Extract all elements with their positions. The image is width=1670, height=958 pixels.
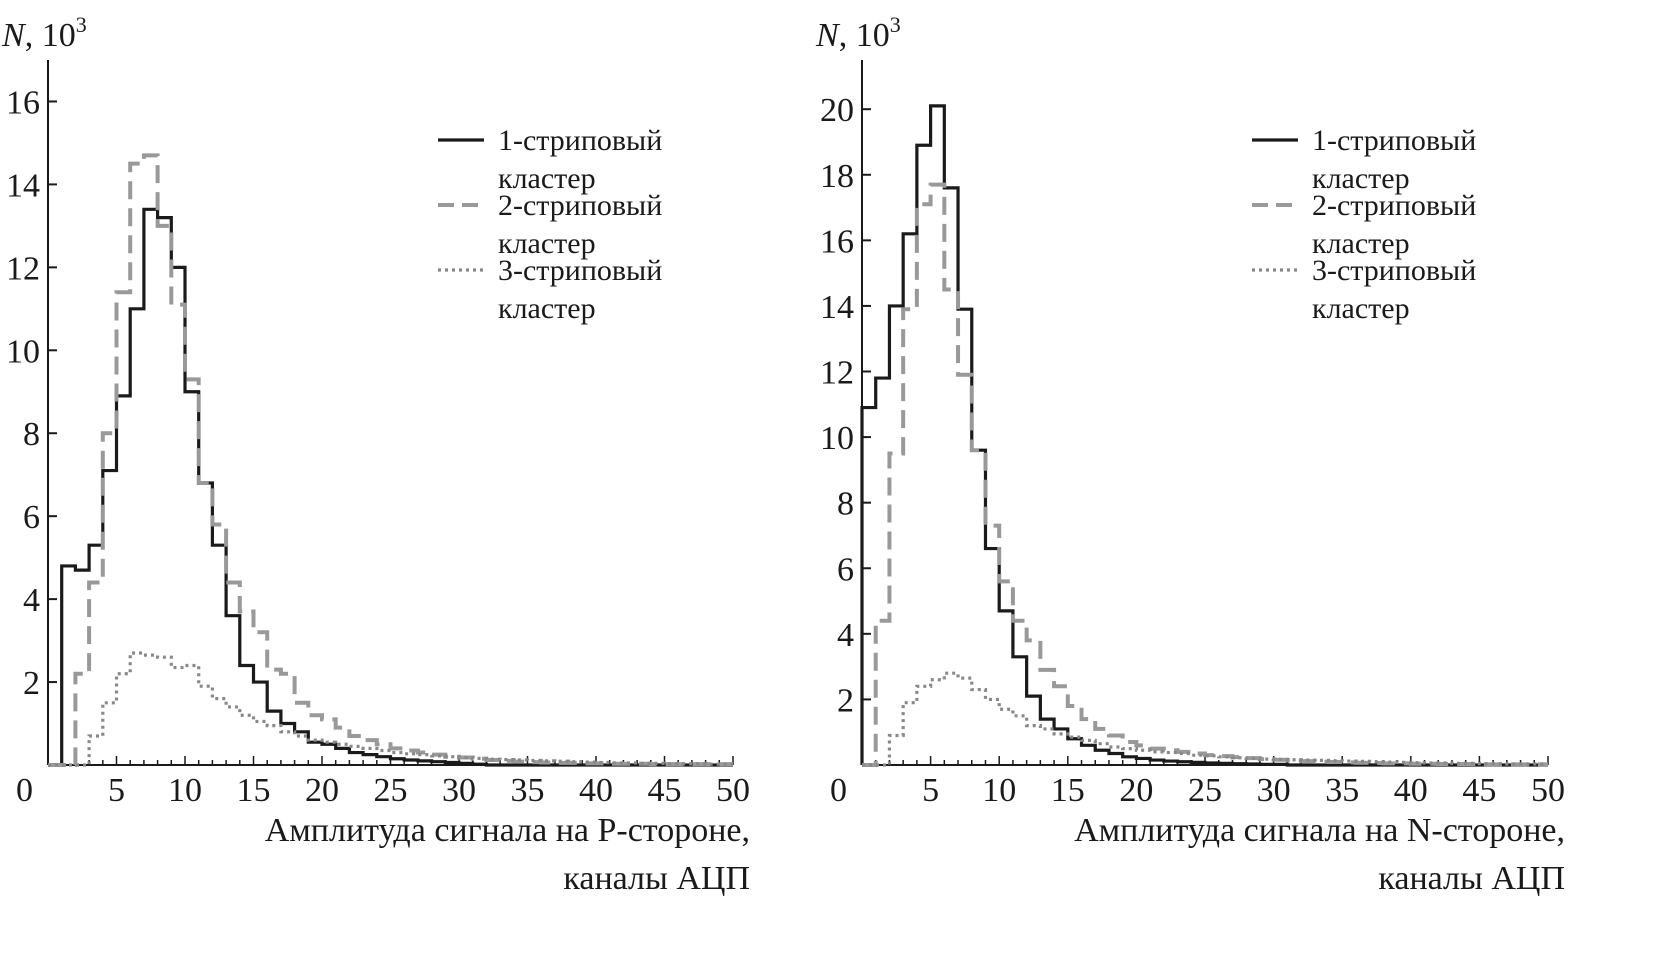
y-tick-label: 16: [820, 223, 854, 260]
x-axis-title-line1: Амплитуда сигнала на N-стороне,: [1074, 812, 1565, 849]
y-tick-label: 14: [820, 289, 854, 326]
x-axis-title-line2: каналы АЦП: [1378, 860, 1565, 897]
series-2-step-line: [48, 153, 733, 767]
y-tick-label: 10: [820, 420, 854, 457]
x-tick-label: 20: [305, 772, 339, 809]
y-axis-title-exponent: 3: [76, 12, 87, 37]
y-tick-label: 12: [6, 250, 40, 287]
legend-label-line2: кластер: [498, 292, 596, 325]
x-axis-title-line2: каналы АЦП: [563, 860, 750, 897]
series-1-step-line: [48, 207, 733, 767]
y-tick-label: 10: [6, 333, 40, 370]
y-axis-title-unit: , 10: [839, 17, 890, 54]
x-tick-label: 50: [716, 772, 750, 809]
x-tick-label: 10: [982, 772, 1016, 809]
x-tick-label: 20: [1119, 772, 1153, 809]
y-tick-label: 14: [6, 167, 40, 204]
x-tick-label: 0: [830, 772, 847, 809]
x-tick-label: 35: [511, 772, 545, 809]
legend-label-line1: 2-стриповый: [1312, 189, 1476, 222]
right-histogram-panel: 2 4 6 8 10 12 14 16 18 20 0 5 10 15 20 25 30 35 40 45 50 N, 1…: [815, 12, 1565, 897]
y-axis-title-unit: , 10: [25, 17, 76, 54]
x-tick-label: 15: [237, 772, 271, 809]
x-tick-label: 25: [1188, 772, 1222, 809]
legend-label-line2: кластер: [1312, 227, 1410, 260]
legend-label-line2: кластер: [498, 162, 596, 195]
series-1-step-line: [860, 104, 1548, 767]
y-tick-label: 6: [837, 551, 854, 588]
x-axis-title-line1: Амплитуда сигнала на P-стороне,: [265, 812, 750, 849]
x-tick-label: 15: [1051, 772, 1085, 809]
y-tick-label: 4: [23, 582, 40, 619]
series-3-step-line: [862, 671, 1548, 767]
x-tick-label: 5: [922, 772, 939, 809]
y-axis-title: N, 103: [1, 12, 87, 54]
x-tick-label: 30: [1257, 772, 1291, 809]
y-tick-label: 8: [837, 486, 854, 523]
x-tick-label: 35: [1325, 772, 1359, 809]
x-tick-label: 30: [442, 772, 476, 809]
legend-label-line2: кластер: [498, 227, 596, 260]
x-tick-label: 25: [374, 772, 408, 809]
y-axis-title-exponent: 3: [890, 12, 901, 37]
y-axis-title-variable: N: [1, 17, 27, 54]
x-tick-label: 5: [108, 772, 125, 809]
legend-label-line1: 1-стриповый: [1312, 124, 1476, 157]
x-tick-label: 10: [168, 772, 202, 809]
x-tick-label: 40: [579, 772, 613, 809]
y-tick-label: 18: [820, 158, 854, 195]
y-tick-label: 6: [23, 499, 40, 536]
legend-label-line1: 1-стриповый: [498, 124, 662, 157]
y-tick-label: 8: [23, 416, 40, 453]
legend-label-line1: 3-стриповый: [1312, 254, 1476, 287]
x-tick-label: 45: [1462, 772, 1496, 809]
legend-label-line1: 3-стриповый: [498, 254, 662, 287]
y-tick-label: 2: [23, 665, 40, 702]
y-axis-title: N, 103: [815, 12, 901, 54]
legend-label-line2: кластер: [1312, 162, 1410, 195]
x-tick-label: 50: [1531, 772, 1565, 809]
y-tick-label: 2: [837, 682, 854, 719]
x-tick-label: 40: [1394, 772, 1428, 809]
left-histogram-panel: 2 4 6 8 10 12 14 16 0 5 10 15 20 25 30 35 40 45 50 N, 103 Ам…: [1, 12, 750, 897]
y-tick-label: 12: [820, 355, 854, 392]
y-axis-title-variable: N: [815, 17, 841, 54]
legend-label-line1: 2-стриповый: [498, 189, 662, 222]
legend-label-line2: кластер: [1312, 292, 1410, 325]
y-tick-label: 16: [6, 84, 40, 121]
y-tick-label: 20: [820, 92, 854, 129]
y-tick-label: 4: [837, 617, 854, 654]
x-tick-label: 45: [648, 772, 682, 809]
x-tick-label: 0: [16, 772, 33, 809]
